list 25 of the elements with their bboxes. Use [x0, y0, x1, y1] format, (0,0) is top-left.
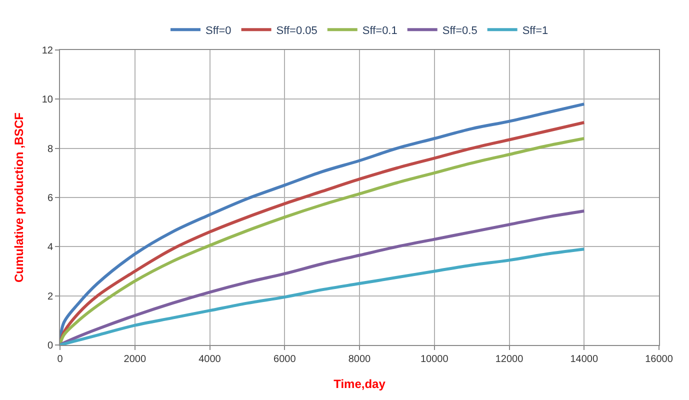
x-tick-label: 0	[57, 354, 64, 365]
x-tick-label: 16000	[645, 354, 674, 365]
line-series	[60, 248, 586, 345]
x-tick-label: 2000	[124, 354, 146, 365]
line-series	[60, 210, 586, 345]
x-tick-label: 6000	[274, 354, 296, 365]
legend-label: Sff=0.1	[362, 24, 398, 37]
y-axis-title: Cumulative production ,BSCF	[12, 112, 26, 283]
y-tick-label: 0	[47, 340, 54, 352]
x-tick-label: 10000	[420, 354, 449, 365]
x-tick-label: 12000	[495, 354, 524, 365]
y-tick-label: 12	[42, 46, 54, 56]
x-axis-title: Time,day	[334, 376, 386, 391]
x-tick-label: 4000	[198, 354, 222, 365]
y-tick-label: 8	[47, 144, 54, 155]
legend-label: Sff=0.05	[276, 24, 318, 37]
x-tick-label: 8000	[348, 354, 372, 365]
y-tick-label: 2	[47, 291, 54, 302]
y-tick-label: 4	[47, 242, 54, 254]
legend-label: Sff=0	[206, 24, 232, 37]
legend-label: Sff=0.5	[442, 24, 478, 37]
y-tick-label: 6	[47, 193, 54, 204]
x-tick-label: 14000	[570, 354, 598, 365]
y-tick-label: 10	[42, 94, 54, 106]
legend-label: Sff=1	[522, 24, 548, 37]
